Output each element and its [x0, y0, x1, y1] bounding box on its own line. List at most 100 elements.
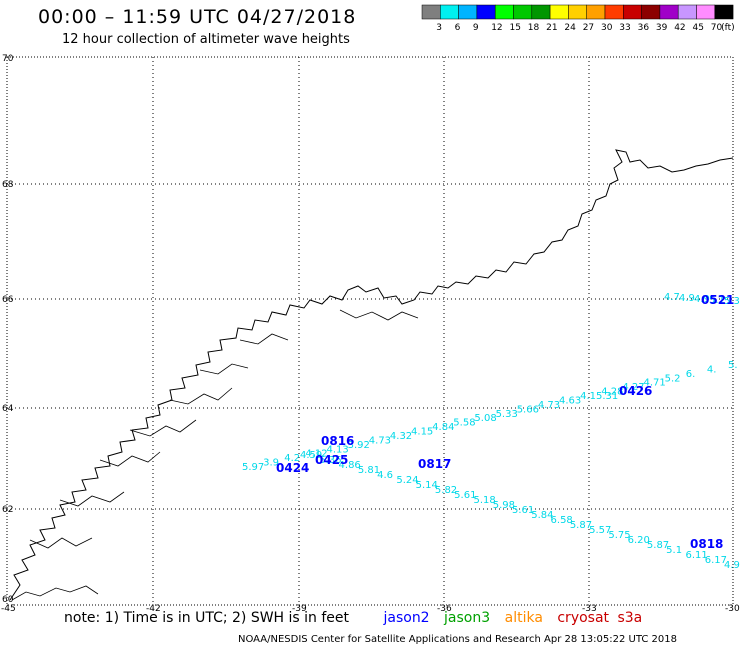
wave-height-label: 5.57: [589, 525, 611, 536]
legend-label: 24: [564, 23, 576, 33]
lon-label: -39: [292, 604, 307, 614]
lat-label: 66: [2, 295, 14, 305]
wave-height-label: 6.20: [628, 535, 650, 546]
legend-swatch: [623, 4, 642, 20]
legend-swatch: [531, 4, 551, 20]
axis-labels: 70 68 66 64 62 60 -45 -42 -39 -36 -33 -3…: [1, 54, 740, 614]
wave-height-label: 5.98: [493, 500, 515, 511]
lon-label: -42: [146, 604, 161, 614]
wave-height-label: 5.24: [396, 475, 418, 486]
map-subtitle: 12 hour collection of altimeter wave hei…: [62, 32, 350, 47]
legend-swatch: [586, 4, 606, 20]
wave-height-label: 4.6: [377, 470, 393, 481]
graticule: [7, 57, 733, 605]
wave-height-label: 5.33: [496, 409, 518, 420]
legend-swatch: [714, 4, 734, 20]
wave-height-label: 5.3: [724, 296, 740, 307]
wave-height-label: 4.9: [694, 294, 710, 305]
legend-label: 21: [546, 23, 557, 33]
wave-height-label: 5.82: [435, 485, 457, 496]
lat-label: 68: [2, 180, 14, 190]
wave-height-label: 5.97: [242, 462, 264, 473]
wave-height-label: 4.71: [643, 378, 665, 389]
legend-swatch: [513, 4, 533, 20]
legend-label: 33: [619, 23, 630, 33]
wave-height-label: 4.: [707, 364, 717, 375]
lon-label: -36: [437, 604, 452, 614]
satellite-tracks: 5.973.9 4.2 4.124.133.924.734.324.154.845.…: [242, 292, 740, 571]
footer-note: note: 1) Time is in UTC; 2) SWH is in fe…: [64, 610, 652, 626]
wave-height-label: 4.27: [622, 382, 644, 393]
legend-swatch: [604, 4, 624, 20]
legend-swatch: [677, 4, 697, 20]
pass-label: 0521: [701, 293, 734, 307]
legend-jason3: jason3: [444, 610, 491, 626]
wave-height-label: 4.15: [411, 427, 433, 438]
wave-height-label: 5.08: [474, 413, 496, 424]
pass-label: 0816: [321, 434, 354, 448]
map-title: 00:00 – 11:59 UTC 04/27/2018: [38, 6, 357, 28]
wave-height-label: 4.73: [369, 435, 391, 446]
plot-frame: [6, 56, 734, 606]
wave-height-label: 4.13: [327, 444, 349, 455]
legend-label: 70: [711, 23, 723, 33]
wave-height-label: 4.63: [559, 395, 581, 406]
wave-height-label: 4.15.31: [580, 391, 618, 402]
legend-label: 45: [693, 23, 704, 33]
coastline: [9, 149, 734, 601]
wave-height-label: 5.: [728, 360, 738, 371]
legend-swatch: [421, 4, 441, 20]
wave-height-label: 3.9: [263, 458, 279, 469]
legend-label: 6: [455, 23, 461, 33]
legend-swatch: [641, 4, 661, 20]
wave-height-label: 5.14: [416, 480, 438, 491]
wave-height-label: 5.84: [531, 510, 553, 521]
legend-swatch: [659, 4, 679, 20]
color-legend: 3 6 9 12 15 18 21 24 27 30 33 36 39 42 45 70(ft): [421, 4, 735, 33]
legend-unit: (ft): [721, 23, 735, 33]
wave-height-label: 5.61: [454, 490, 476, 501]
wave-height-label: 4.12: [305, 449, 327, 460]
legend-altika: altika: [504, 610, 543, 626]
lon-label: -30: [725, 604, 740, 614]
wave-height-label: 4.32: [390, 431, 412, 442]
legend-label: 42: [674, 23, 685, 33]
legend-label: 39: [656, 23, 668, 33]
legend-swatch: [476, 4, 496, 20]
wave-height-label: 5.87: [570, 520, 592, 531]
legend-label: 36: [638, 23, 650, 33]
pass-label: 0817: [418, 457, 451, 471]
wave-height-label: 6.17: [705, 555, 727, 566]
wave-height-label: 5.75: [608, 530, 630, 541]
wave-height-label: 6.58: [551, 515, 573, 526]
wave-height-label: 5.58: [453, 418, 475, 429]
pass-label: 0424: [276, 461, 309, 475]
legend-swatch: [458, 4, 478, 20]
wave-height-label: 4.7: [664, 292, 680, 303]
legend-jason2: jason2: [383, 610, 430, 626]
lon-label: -33: [582, 604, 597, 614]
legend-swatch: [549, 4, 569, 20]
wave-height-label: 4.28: [601, 387, 623, 398]
wave-height-label: 4.9: [679, 293, 695, 304]
legend-label: 15: [510, 23, 521, 33]
wave-height-label: 5.81: [358, 465, 380, 476]
legend-swatch: [568, 4, 587, 20]
wave-height-label: 6.: [686, 369, 696, 380]
legend-swatch: [696, 4, 716, 20]
wave-height-label: 5.66: [517, 404, 539, 415]
wave-height-label: 5.61: [512, 505, 534, 516]
lat-label: 62: [2, 505, 13, 515]
lat-label: 70: [2, 54, 14, 64]
pass-label: 0426: [619, 384, 652, 398]
legend-label: 3: [436, 23, 442, 33]
legend-label: 27: [583, 23, 594, 33]
pass-label: 0818: [690, 537, 723, 551]
wave-height-label: 5.18: [473, 495, 495, 506]
legend-swatch: [494, 4, 514, 20]
wave-height-label: 3.92: [348, 440, 370, 451]
coastline-inland: [11, 309, 419, 601]
wave-height-label: 5.36: [319, 455, 341, 466]
pass-label: 0425: [315, 453, 348, 467]
legend-swatch: [440, 4, 459, 20]
